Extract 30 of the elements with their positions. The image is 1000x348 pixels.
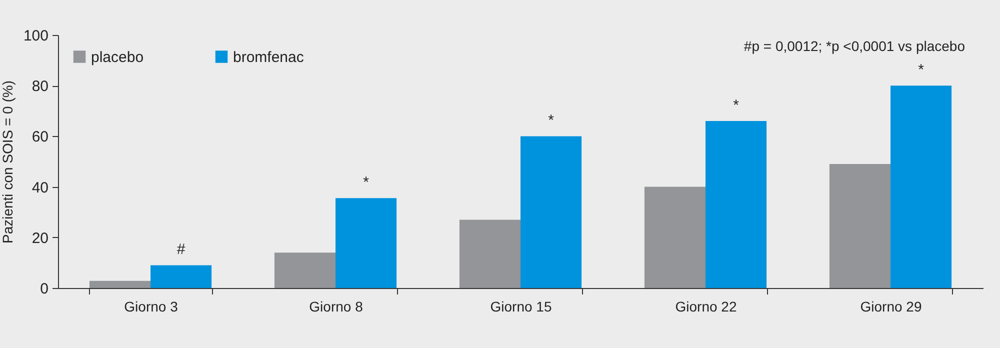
y-tick-label: 60	[32, 128, 48, 146]
y-tick-label: 80	[32, 78, 48, 96]
bar	[150, 265, 212, 288]
annotation: #p = 0,0012; *p <0,0001 vs placebo	[744, 38, 966, 54]
legend-label: bromfenac	[233, 48, 304, 66]
y-tick-label: 40	[32, 179, 48, 196]
annotation: #	[176, 241, 186, 258]
annotation: *	[548, 112, 554, 130]
bar	[520, 136, 582, 288]
legend-label: placebo	[91, 48, 144, 66]
y-tick-label: 0	[40, 280, 48, 298]
bar	[89, 280, 150, 288]
bar	[829, 164, 890, 288]
x-tick-label: Giorno 15	[490, 298, 552, 314]
x-tick-label: Giorno 8	[309, 298, 364, 314]
x-tick-label: Giorno 22	[675, 298, 737, 314]
annotation: *	[363, 174, 370, 192]
y-axis-title: Pazienti con SOIS = 0 (%)	[0, 80, 16, 244]
x-tick-label: Giorno 3	[124, 298, 178, 314]
y-tick-label: 100	[23, 28, 48, 44]
bar	[644, 186, 706, 288]
bar	[706, 121, 767, 288]
bar	[274, 252, 336, 288]
bar	[890, 86, 952, 288]
bar	[336, 198, 397, 288]
annotation: *	[733, 97, 740, 114]
y-tick-label: 20	[32, 230, 48, 247]
annotation: *	[918, 62, 924, 79]
x-tick-label: Giorno 29	[860, 298, 922, 314]
bar	[459, 220, 520, 288]
